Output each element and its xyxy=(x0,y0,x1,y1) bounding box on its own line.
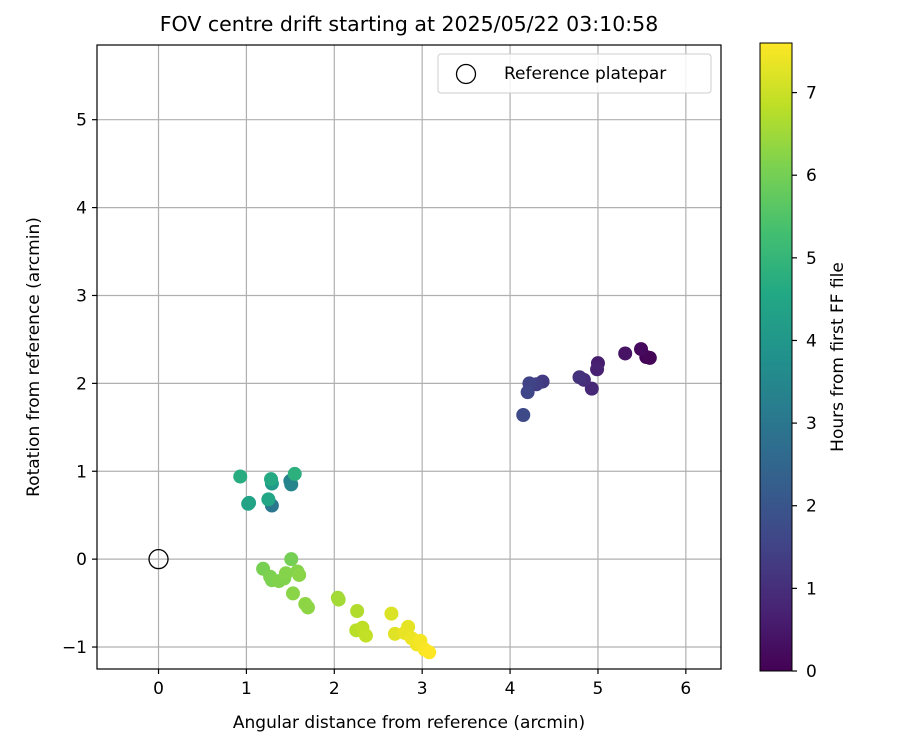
y-tick-label: 3 xyxy=(76,286,87,306)
x-axis-ticks: 0 1 2 3 4 5 6 xyxy=(153,669,691,699)
x-tick-label: 1 xyxy=(241,679,252,699)
data-point xyxy=(300,600,315,615)
data-point xyxy=(590,362,605,377)
data-point xyxy=(278,566,293,581)
data-point xyxy=(634,342,649,357)
colorbar-ticks: 0 1 2 3 4 5 6 7 xyxy=(792,84,817,682)
x-axis-label: Angular distance from reference (arcmin) xyxy=(233,713,585,733)
data-point xyxy=(422,645,437,660)
x-tick-label: 0 xyxy=(153,679,164,699)
legend-marker-icon xyxy=(455,63,477,85)
data-point xyxy=(284,552,299,567)
data-point xyxy=(233,469,248,484)
y-tick-label: 0 xyxy=(76,550,87,570)
data-point xyxy=(384,606,399,621)
plot-frame xyxy=(96,44,722,670)
data-point xyxy=(285,586,300,601)
colorbar-tick-label: 6 xyxy=(806,166,817,186)
y-tick-label: 5 xyxy=(76,111,87,131)
y-axis-label: Rotation from reference (arcmin) xyxy=(24,217,44,497)
data-point xyxy=(331,592,346,607)
x-tick-label: 5 xyxy=(593,679,604,699)
legend-box xyxy=(437,53,712,94)
data-points xyxy=(233,342,657,660)
y-tick-label: 1 xyxy=(76,462,87,482)
data-point xyxy=(572,370,587,385)
y-axis-ticks: −1 0 1 2 3 4 5 xyxy=(62,111,97,658)
colorbar-tick-label: 5 xyxy=(806,249,817,269)
x-tick-label: 4 xyxy=(505,679,516,699)
data-point xyxy=(516,408,531,423)
legend-label: Reference platepar xyxy=(504,64,666,84)
data-point xyxy=(642,350,657,365)
data-point xyxy=(618,346,633,361)
data-point xyxy=(358,628,373,643)
y-tick-label: 4 xyxy=(76,199,87,219)
chart-title: FOV centre drift starting at 2025/05/22 … xyxy=(160,12,659,36)
colorbar-tick-label: 1 xyxy=(806,579,817,599)
legend: Reference platepar xyxy=(437,53,712,94)
data-point xyxy=(350,603,365,618)
y-tick-label: −1 xyxy=(62,638,87,658)
grid xyxy=(97,45,721,669)
colorbar xyxy=(759,42,793,672)
data-point xyxy=(241,496,256,511)
x-tick-label: 6 xyxy=(680,679,691,699)
data-point xyxy=(284,477,299,492)
reference-marker-group xyxy=(148,548,169,570)
colorbar-label: Hours from first FF file xyxy=(828,262,848,452)
x-tick-label: 3 xyxy=(417,679,428,699)
data-point xyxy=(261,492,276,507)
colorbar-tick-label: 3 xyxy=(806,414,817,434)
data-point xyxy=(292,567,307,582)
reference-platepar-marker xyxy=(148,548,169,570)
data-point xyxy=(287,466,302,481)
colorbar-tick-label: 7 xyxy=(806,84,817,104)
data-point xyxy=(520,385,535,400)
colorbar-tick-label: 2 xyxy=(806,497,817,517)
colorbar-tick-label: 4 xyxy=(806,331,817,351)
data-point xyxy=(264,472,279,487)
x-tick-label: 2 xyxy=(329,679,340,699)
colorbar-tick-label: 0 xyxy=(806,662,817,682)
y-tick-label: 2 xyxy=(76,374,87,394)
